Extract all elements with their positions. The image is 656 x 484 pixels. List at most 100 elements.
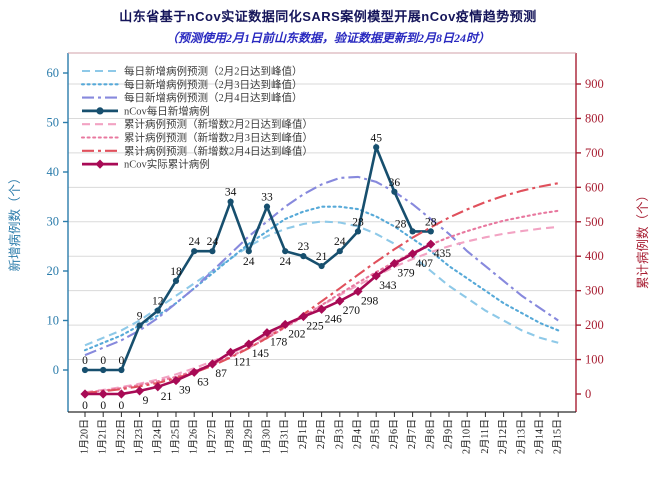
left-axis-title: 新增病例数（个） xyxy=(7,171,22,271)
chart-title: 山东省基于nCov实证数据同化SARS案例模型开展nCov疫情趋势预测 xyxy=(119,9,537,24)
series-7-marker xyxy=(80,389,90,399)
cum-point-label: 63 xyxy=(197,376,209,388)
legend-marker-7 xyxy=(95,159,105,169)
cum-point-label: 0 xyxy=(100,400,106,412)
daily-point-label: 0 xyxy=(82,355,88,367)
left-tick-label: 0 xyxy=(53,363,59,377)
series-line-2 xyxy=(84,175,559,357)
legend-label-3: nCov每日新增病例 xyxy=(124,104,210,117)
left-tick-label: 30 xyxy=(47,215,60,229)
cum-point-label: 121 xyxy=(234,356,252,368)
series-3-marker xyxy=(100,366,107,374)
right-tick-label: 100 xyxy=(585,353,604,367)
series-7-marker xyxy=(153,382,163,392)
x-tick-label: 2月14日 xyxy=(534,419,546,454)
right-axis-title: 累计病例数（个） xyxy=(635,189,650,289)
x-tick-label: 1月23日 xyxy=(133,419,145,454)
right-tick-label: 900 xyxy=(585,77,604,91)
cum-point-label: 343 xyxy=(379,280,397,292)
legend-label-6: 累计病例预测（新增数2月4日达到峰值） xyxy=(124,144,313,157)
series-3-marker xyxy=(318,262,325,270)
x-tick-label: 2月6日 xyxy=(388,419,400,449)
cum-point-label: 0 xyxy=(119,400,125,412)
x-tick-label: 1月20日 xyxy=(79,419,91,454)
daily-point-label: 24 xyxy=(243,256,255,268)
cum-point-label: 145 xyxy=(252,348,269,360)
series-3-marker xyxy=(118,366,125,374)
series-3-marker xyxy=(391,188,398,195)
cum-point-label: 298 xyxy=(361,295,379,307)
series-7-marker xyxy=(171,375,181,386)
legend-label-4: 累计病例预测（新增数2月2日达到峰值） xyxy=(124,118,313,131)
legend-label-2: 每日新增病例预测（2月4日达到峰值） xyxy=(124,91,303,104)
series-3-marker xyxy=(354,228,362,235)
x-tick-label: 2月10日 xyxy=(461,419,473,454)
series-3-marker xyxy=(191,248,198,255)
daily-point-label: 24 xyxy=(207,236,219,248)
series-7-marker xyxy=(389,258,399,269)
cum-point-label: 9 xyxy=(143,395,149,407)
cum-point-label: 379 xyxy=(397,267,415,279)
cum-point-label: 202 xyxy=(288,328,306,340)
cum-point-label: 87 xyxy=(215,368,227,380)
x-tick-label: 1月28日 xyxy=(224,419,236,454)
legend-label-1: 每日新增病例预测（2月3日达到峰值） xyxy=(124,78,303,91)
cum-point-label: 0 xyxy=(82,400,88,412)
series-3-marker xyxy=(282,248,289,255)
legend-label-0: 每日新增病例预测（2月2日达到峰值） xyxy=(124,65,303,78)
legend-label-7: nCov实际累计病例 xyxy=(124,158,210,171)
series-3-marker xyxy=(427,228,434,235)
daily-point-label: 28 xyxy=(352,216,364,228)
series-7-marker xyxy=(207,359,217,369)
series-7-marker xyxy=(426,239,436,249)
daily-point-label: 33 xyxy=(261,192,273,204)
chart-subtitle: （预测使用2月1日前山东数据，验证数据更新到2月8日24时） xyxy=(165,31,490,45)
series-3-marker xyxy=(409,228,416,235)
daily-point-label: 0 xyxy=(100,355,106,367)
cum-point-label: 39 xyxy=(179,385,191,397)
series-7-marker xyxy=(353,286,363,296)
x-tick-label: 2月3日 xyxy=(333,419,345,449)
series-7-marker xyxy=(262,328,272,338)
right-tick-label: 0 xyxy=(585,387,591,401)
daily-point-label: 24 xyxy=(188,236,200,248)
x-tick-label: 2月12日 xyxy=(497,419,509,454)
series-3-marker xyxy=(136,322,143,329)
cum-point-label: 178 xyxy=(270,337,288,349)
x-tick-label: 2月8日 xyxy=(424,419,436,449)
daily-point-label: 9 xyxy=(137,310,143,322)
series-7-marker xyxy=(135,386,145,396)
left-tick-label: 10 xyxy=(47,314,60,328)
series-3-marker xyxy=(172,277,180,284)
series-7-marker xyxy=(226,347,236,357)
cum-point-label: 21 xyxy=(161,391,173,403)
series-7-marker xyxy=(189,367,199,377)
right-tick-label: 700 xyxy=(585,146,604,160)
series-7-marker xyxy=(408,249,418,259)
x-tick-label: 1月22日 xyxy=(115,419,127,454)
series-line-1 xyxy=(83,205,560,352)
series-7-marker xyxy=(280,319,290,330)
x-tick-label: 1月29日 xyxy=(242,419,254,454)
right-tick-label: 600 xyxy=(585,180,604,194)
daily-point-label: 24 xyxy=(279,256,291,268)
daily-point-label: 12 xyxy=(152,296,164,308)
series-line-3 xyxy=(85,142,431,372)
x-tick-label: 2月11日 xyxy=(479,419,491,454)
cum-point-label: 435 xyxy=(434,248,452,260)
daily-point-label: 28 xyxy=(425,216,437,228)
x-tick-label: 1月30日 xyxy=(261,419,273,454)
left-tick-label: 20 xyxy=(47,264,60,278)
series-7-marker xyxy=(317,304,327,314)
cum-point-label: 246 xyxy=(325,313,343,325)
daily-point-label: 36 xyxy=(389,177,401,189)
right-tick-label: 300 xyxy=(585,284,604,298)
daily-point-label: 28 xyxy=(395,218,407,230)
series-3-marker xyxy=(336,248,343,255)
daily-point-label: 21 xyxy=(316,251,328,263)
series-3-marker xyxy=(209,248,216,255)
x-tick-label: 2月4日 xyxy=(352,419,364,449)
series-3-marker xyxy=(300,253,307,260)
series-3-marker xyxy=(245,248,252,255)
left-tick-label: 40 xyxy=(47,165,60,179)
